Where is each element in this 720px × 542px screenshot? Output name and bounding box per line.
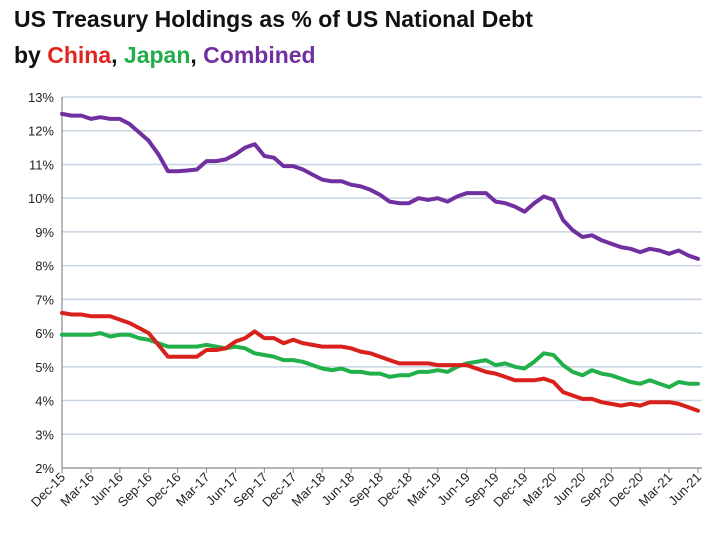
- subtitle-part: China: [47, 42, 112, 68]
- chart-title: US Treasury Holdings as % of US National…: [14, 6, 533, 32]
- x-tick-label: Jun-21: [665, 470, 704, 509]
- subtitle-part: Combined: [203, 42, 316, 68]
- y-tick-label: 12%: [28, 124, 54, 139]
- y-tick-label: 6%: [35, 326, 54, 341]
- y-tick-label: 10%: [28, 191, 54, 206]
- y-tick-label: 13%: [28, 90, 54, 105]
- subtitle-prefix: by: [14, 42, 48, 68]
- subtitle-part: Japan: [123, 42, 191, 68]
- series-line-china: [60, 310, 700, 413]
- subtitle-part: ,: [190, 42, 204, 68]
- series-line-japan: [60, 331, 700, 390]
- y-tick-label: 7%: [35, 292, 54, 307]
- y-tick-label: 8%: [35, 259, 54, 274]
- y-tick-label: 11%: [29, 157, 54, 172]
- y-tick-label: 5%: [35, 360, 54, 375]
- y-tick-label: 2%: [35, 461, 54, 476]
- chart-subtitle: by China, Japan, Combined: [14, 42, 316, 69]
- y-tick-label: 3%: [35, 427, 54, 442]
- y-tick-label: 4%: [35, 394, 54, 409]
- subtitle-part: ,: [111, 42, 124, 68]
- y-tick-label: 9%: [35, 225, 54, 240]
- series-line-combined: [60, 111, 700, 261]
